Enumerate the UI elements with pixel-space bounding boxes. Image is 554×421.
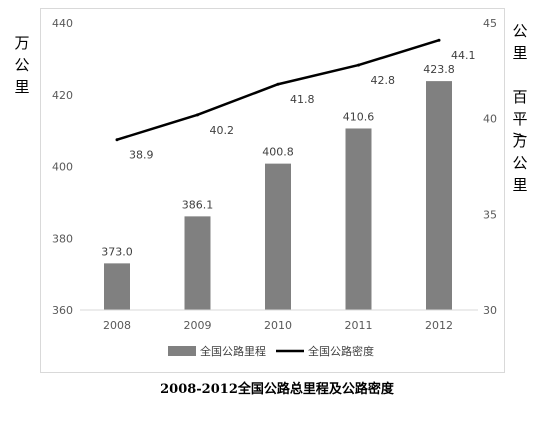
left-axis-ticks: 360 380 400 420 440 xyxy=(52,17,73,317)
legend: 全国公路里程 全国公路密度 xyxy=(168,344,374,358)
left-tick-label: 420 xyxy=(52,89,73,102)
right-axis-title-char: 公 xyxy=(512,22,527,40)
right-axis-title-char: 里 xyxy=(512,44,527,62)
line-point xyxy=(357,63,360,67)
bar xyxy=(265,163,291,310)
line-data-label: 44.1 xyxy=(451,49,476,62)
bar-data-label: 386.1 xyxy=(182,198,214,211)
line-data-label: 40.2 xyxy=(210,124,235,137)
left-axis-title-char: 万 xyxy=(14,34,29,52)
right-axis-title-char: 里 xyxy=(512,176,527,194)
left-axis-title: 万公里 xyxy=(14,34,29,96)
legend-bar-swatch xyxy=(168,346,196,356)
right-tick-label: 35 xyxy=(483,208,497,221)
left-axis-title-char: 公 xyxy=(14,56,29,74)
bar-series xyxy=(104,81,452,311)
x-tick-label: 2010 xyxy=(264,319,292,332)
line-point xyxy=(196,113,199,117)
right-tick-label: 40 xyxy=(483,113,497,126)
right-axis-title-char: / xyxy=(511,132,529,138)
right-axis-ticks: 30 35 40 45 xyxy=(483,17,497,317)
bar xyxy=(184,216,211,310)
x-tick-label: 2011 xyxy=(345,319,373,332)
bar xyxy=(345,128,372,310)
left-tick-label: 380 xyxy=(52,232,73,245)
right-axis-title-char: 平 xyxy=(512,110,527,128)
left-tick-label: 400 xyxy=(52,161,73,174)
right-tick-label: 45 xyxy=(483,17,497,30)
chart-caption: 2008-2012全国公路总里程及公路密度 xyxy=(160,382,394,397)
right-axis-title-char: 百 xyxy=(512,88,527,106)
line-path xyxy=(116,39,440,141)
bar-data-labels: 373.0 386.1 400.8 410.6 423.8 xyxy=(101,63,455,258)
bar-data-label: 373.0 xyxy=(101,245,133,258)
left-tick-label: 360 xyxy=(52,304,73,317)
legend-bar-label: 全国公路里程 xyxy=(200,344,266,358)
line-data-label: 41.8 xyxy=(290,93,315,106)
line-point xyxy=(437,38,441,42)
x-axis-ticks: 2008 2009 2010 2011 2012 xyxy=(103,319,453,332)
x-tick-label: 2012 xyxy=(425,319,453,332)
x-tick-label: 2008 xyxy=(103,319,131,332)
bar xyxy=(426,81,452,311)
line-point xyxy=(276,82,280,86)
legend-line-label: 全国公路密度 xyxy=(308,344,374,358)
line-point xyxy=(115,138,119,142)
bar xyxy=(104,263,130,310)
line-data-label: 42.8 xyxy=(371,74,396,87)
x-tick-label: 2009 xyxy=(184,319,212,332)
bar-data-label: 423.8 xyxy=(423,63,455,76)
right-tick-label: 30 xyxy=(483,304,497,317)
line-data-label: 38.9 xyxy=(129,149,154,162)
bar-data-label: 410.6 xyxy=(343,110,375,123)
right-axis-title-char: 公 xyxy=(512,154,527,172)
left-tick-label: 440 xyxy=(52,17,73,30)
left-axis-title-char: 里 xyxy=(14,78,29,96)
line-series xyxy=(115,38,441,142)
bar-data-label: 400.8 xyxy=(262,146,294,159)
line-data-labels: 38.9 40.2 41.8 42.8 44.1 xyxy=(129,49,476,161)
right-axis-title-char: 方 xyxy=(512,132,527,150)
